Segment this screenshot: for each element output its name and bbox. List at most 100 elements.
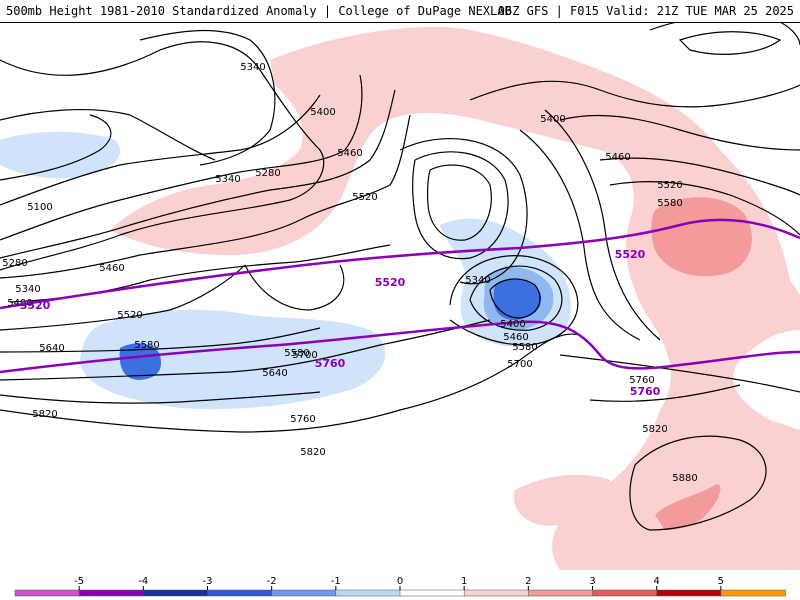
- colorbar-swatch: [143, 589, 209, 597]
- contour-label: 5400: [310, 107, 335, 118]
- colorbar-swatch: [528, 589, 594, 597]
- ref-contour-5760: [0, 320, 800, 374]
- ref-contour-5520: [0, 218, 800, 310]
- contour-label: 5580: [284, 348, 309, 359]
- contour-label: 5580: [134, 340, 159, 351]
- colorbar-swatch: [656, 589, 722, 597]
- anom-pos-ridge-alaska: [110, 26, 800, 570]
- colorbar-ticks: -5 -4 -3 -2 -1 0 1 2 3 4 5: [74, 576, 724, 590]
- contour-label: 5520: [657, 180, 682, 191]
- height-contour: [139, 29, 276, 166]
- anom-pos-pacific-south: [513, 474, 610, 526]
- height-contour: [0, 333, 581, 433]
- height-contour: [469, 265, 563, 331]
- colorbar-tick-label: 1: [461, 576, 467, 587]
- contour-label: 5700: [292, 350, 317, 361]
- contour-label: 5340: [240, 62, 265, 73]
- colorbar-tick-label: 3: [589, 576, 595, 587]
- ref-contour-label: 5760: [630, 385, 661, 398]
- contour-label: 5580: [512, 342, 537, 353]
- height-contour: [0, 108, 216, 161]
- colorbar-swatch: [207, 589, 273, 597]
- contour-label: 5760: [629, 375, 654, 386]
- contour-label: 5820: [300, 447, 325, 458]
- model-valid-time: 06Z GFS | F015 Valid: 21Z TUE MAR 25 202…: [497, 4, 794, 18]
- colorbar-swatches: [14, 589, 786, 597]
- colorbar-tick-label: 2: [525, 576, 531, 587]
- header-bar: 500mb Height 1981-2010 Standardized Anom…: [0, 0, 800, 23]
- contour-label: 5820: [32, 409, 57, 420]
- height-contour: [0, 327, 321, 353]
- anom-neg-pacific-core: [119, 343, 161, 380]
- ref-contour-label: 5520: [20, 299, 51, 312]
- contour-label: 5640: [39, 343, 64, 354]
- height-contour: [0, 94, 321, 206]
- colorbar-tick-label: 5: [718, 576, 724, 587]
- colorbar-swatch: [463, 589, 530, 597]
- contour-label: 5460: [605, 152, 630, 163]
- height-contour: [519, 129, 641, 341]
- colorbar-swatch: [271, 589, 337, 597]
- contour-label: 5880: [672, 473, 697, 484]
- contour-label: 5340: [215, 174, 240, 185]
- contour-label: 5640: [262, 368, 287, 379]
- height-contour: [559, 114, 800, 151]
- contour-labels: 5340 5400 5280 5340 5100 5460 5520 5280 5340 5400…: [2, 62, 697, 484]
- contour-label: 5400: [540, 114, 565, 125]
- ref-contour-label: 5760: [315, 357, 346, 370]
- anom-neg-west-pacific: [0, 131, 120, 179]
- colorbar-tick-label: -4: [138, 576, 148, 587]
- height-contour: [0, 114, 411, 279]
- negative-anomaly-shading: [0, 131, 571, 410]
- anom-pos-west-us: [651, 197, 752, 277]
- ref-contour-label: 5520: [375, 276, 406, 289]
- height-contour: [469, 80, 800, 108]
- positive-anomaly-shading: [110, 26, 800, 570]
- colorbar-swatch: [592, 589, 658, 597]
- reference-contours: [0, 218, 800, 374]
- contour-label: 5700: [507, 359, 532, 370]
- colorbar-swatch: [399, 589, 465, 597]
- height-contour: [649, 22, 800, 46]
- height-contour: [0, 74, 363, 241]
- height-contour: [412, 151, 509, 260]
- height-contour: [0, 114, 112, 181]
- map-canvas: 5340 5400 5280 5340 5100 5460 5520 5280 5340 5400…: [0, 22, 800, 570]
- height-contour: [0, 319, 491, 381]
- height-contour: [489, 278, 541, 319]
- anom-neg-central-pacific: [80, 309, 386, 410]
- contour-label: 5760: [290, 414, 315, 425]
- colorbar-tick-label: 4: [653, 576, 659, 587]
- contour-label: 5580: [657, 198, 682, 209]
- height-contour: [399, 137, 528, 285]
- height-contour: [609, 180, 800, 236]
- contour-label: 5340: [15, 284, 40, 295]
- colorbar-tick-label: -1: [331, 576, 341, 587]
- contour-label: 5520: [117, 310, 142, 321]
- colorbar-swatch: [14, 589, 80, 597]
- contour-label: 5820: [642, 424, 667, 435]
- colorbar-swatch: [720, 589, 786, 597]
- height-contour: [589, 384, 741, 402]
- contour-label: 5460: [503, 332, 528, 343]
- contour-label: 5400: [500, 319, 525, 330]
- height-contour: [427, 164, 492, 241]
- map-title: 500mb Height 1981-2010 Standardized Anom…: [6, 4, 512, 18]
- height-contour: [678, 31, 782, 55]
- anom-pos-mexico: [655, 484, 721, 530]
- height-contour: [599, 157, 800, 196]
- contour-label: 5280: [255, 168, 280, 179]
- height-contour: [629, 435, 767, 531]
- height-contour: [244, 264, 345, 311]
- colorbar-tick-label: -3: [203, 576, 213, 587]
- height-contour: [0, 41, 325, 271]
- colorbar-swatch: [335, 589, 401, 597]
- contour-label: 5460: [337, 148, 362, 159]
- contour-label: 5400: [7, 298, 32, 309]
- colorbar-tick-label: -5: [74, 576, 84, 587]
- colorbar-tick-label: -2: [267, 576, 277, 587]
- contour-label: 5280: [2, 258, 27, 269]
- colorbar-swatch: [78, 589, 145, 597]
